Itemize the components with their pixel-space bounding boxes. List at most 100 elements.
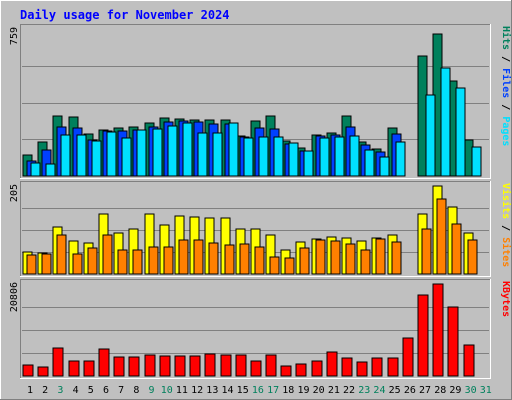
bar-kbytes-day-26	[402, 337, 414, 377]
x-tick-label-day-16: 16	[252, 385, 264, 396]
bar-sites-day-22	[345, 243, 356, 275]
bar-kbytes-day-24	[371, 357, 383, 377]
bar-sites-day-11	[178, 239, 189, 275]
y-max-label: 20806	[9, 282, 20, 312]
bar-kbytes-day-14	[220, 354, 232, 377]
bar-kbytes-day-25	[387, 357, 399, 377]
side-legend-label: KBytes	[500, 281, 511, 317]
x-tick-label-day-29: 29	[449, 385, 461, 396]
bar-kbytes-day-6	[98, 348, 110, 377]
x-axis-day-labels: 1 2 3 4 5 6 7 8 9 10 11 12 13 14 15 16 17 18 19 20 21 22 23 24 2…	[27, 385, 492, 396]
bar-sites-day-18	[284, 257, 295, 275]
side-legend-label: Hits / Files / Pages	[500, 26, 512, 146]
bar-sites-day-30	[467, 239, 478, 275]
x-tick-label-day-4: 4	[73, 385, 79, 396]
bar-sites-day-2	[41, 253, 52, 275]
bar-sites-day-17	[269, 256, 280, 275]
bar-pages-day-15	[243, 137, 254, 177]
bar-pages-day-17	[273, 136, 284, 177]
side-legend-label: Visits / Sites	[500, 183, 512, 267]
x-tick-label-day-3: 3	[57, 385, 63, 396]
x-tick-label-day-31: 31	[480, 385, 492, 396]
bar-kbytes-day-18	[280, 365, 292, 377]
bar-kbytes-day-1	[22, 364, 34, 377]
bar-sites-day-7	[117, 249, 128, 275]
x-tick-label-day-20: 20	[313, 385, 325, 396]
bar-kbytes-day-5	[83, 360, 95, 377]
bar-sites-day-15	[239, 243, 250, 275]
bar-sites-day-13	[208, 242, 219, 275]
bar-sites-day-5	[87, 247, 98, 275]
x-tick-label-day-10: 10	[161, 385, 173, 396]
bar-pages-day-19	[303, 150, 314, 177]
bar-pages-day-14	[228, 122, 239, 177]
series-kbytes	[22, 283, 475, 377]
x-tick-label-day-11: 11	[176, 385, 188, 396]
bar-pages-day-25	[395, 141, 406, 177]
bar-pages-day-3	[60, 134, 71, 177]
bar-kbytes-day-9	[144, 354, 156, 377]
bar-sites-day-29	[451, 223, 462, 275]
bar-sites-day-21	[330, 240, 341, 275]
bar-sites-day-16	[254, 246, 265, 275]
bar-pages-day-9	[152, 128, 163, 177]
bar-pages-day-6	[106, 131, 117, 177]
x-tick-label-day-7: 7	[118, 385, 124, 396]
bar-pages-day-16	[258, 136, 269, 177]
bar-kbytes-day-11	[174, 355, 186, 377]
bar-pages-day-5	[91, 140, 102, 177]
bar-kbytes-day-10	[159, 355, 171, 377]
bar-kbytes-day-15	[235, 354, 247, 377]
bar-kbytes-day-16	[250, 360, 262, 377]
bar-pages-day-30	[471, 146, 482, 177]
x-tick-label-day-19: 19	[297, 385, 309, 396]
bar-kbytes-day-7	[113, 356, 125, 377]
x-tick-label-day-12: 12	[191, 385, 203, 396]
x-tick-label-day-14: 14	[221, 385, 233, 396]
x-tick-label-day-30: 30	[465, 385, 477, 396]
chart-panels: 759 Hits / Files / Pages 205 Visits / Sites…	[9, 24, 512, 379]
bar-pages-day-4	[76, 134, 87, 177]
bar-pages-day-20	[319, 137, 330, 177]
bar-sites-day-24	[375, 238, 386, 275]
bar-pages-day-23	[364, 149, 375, 177]
side-legend-part: Visits	[500, 183, 512, 219]
bar-kbytes-day-4	[68, 360, 80, 377]
bar-pages-day-27	[425, 94, 436, 177]
x-tick-label-day-8: 8	[133, 385, 139, 396]
panel-kbytes: 20806 KBytes	[9, 279, 511, 379]
x-tick-label-day-21: 21	[328, 385, 340, 396]
bar-pages-day-28	[440, 67, 451, 177]
bar-sites-day-4	[72, 253, 83, 275]
bar-pages-day-2	[45, 163, 56, 177]
side-legend-part: Hits	[500, 26, 512, 50]
x-tick-label-day-2: 2	[42, 385, 48, 396]
bar-sites-day-28	[436, 198, 447, 275]
x-tick-label-day-1: 1	[27, 385, 33, 396]
x-tick-label-day-18: 18	[282, 385, 294, 396]
series-pages	[30, 67, 482, 177]
bar-sites-day-9	[148, 246, 159, 275]
bar-pages-day-24	[379, 156, 390, 177]
x-tick-label-day-28: 28	[434, 385, 446, 396]
side-legend-part: KBytes	[500, 281, 511, 317]
bar-kbytes-day-30	[463, 344, 475, 377]
x-tick-label-day-27: 27	[419, 385, 431, 396]
bar-kbytes-day-2	[37, 366, 49, 377]
chart-title: Daily usage for November 2024	[20, 8, 230, 22]
x-tick-label-day-24: 24	[373, 385, 385, 396]
x-tick-label-day-9: 9	[149, 385, 155, 396]
side-legend-part: Files	[500, 68, 512, 98]
bar-kbytes-day-19	[295, 363, 307, 377]
bar-pages-day-22	[349, 135, 360, 177]
bar-pages-day-12	[197, 132, 208, 177]
bar-sites-day-14	[224, 244, 235, 275]
bar-sites-day-10	[163, 246, 174, 275]
bar-kbytes-day-8	[128, 356, 140, 377]
bar-kbytes-day-17	[265, 354, 277, 377]
bar-kbytes-day-20	[311, 360, 323, 377]
side-legend-part: Sites	[500, 237, 512, 267]
bar-pages-day-8	[136, 129, 147, 177]
x-tick-label-day-13: 13	[206, 385, 218, 396]
bar-kbytes-day-22	[341, 357, 353, 377]
